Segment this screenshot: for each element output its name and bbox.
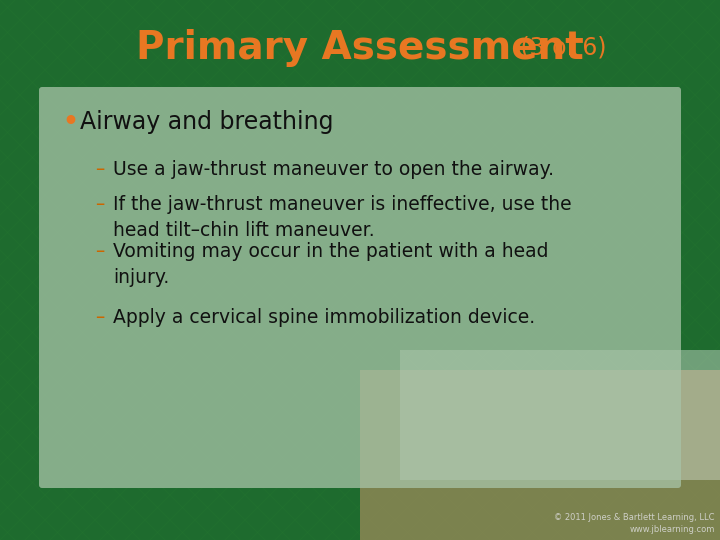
Text: Use a jaw-thrust maneuver to open the airway.: Use a jaw-thrust maneuver to open the ai… <box>113 160 554 179</box>
Text: •: • <box>62 110 78 134</box>
Text: Apply a cervical spine immobilization device.: Apply a cervical spine immobilization de… <box>113 308 535 327</box>
Text: Airway and breathing: Airway and breathing <box>80 110 333 134</box>
Text: (3 of 6): (3 of 6) <box>513 36 607 60</box>
Text: Primary Assessment: Primary Assessment <box>136 29 584 67</box>
Text: Vomiting may occur in the patient with a head
injury.: Vomiting may occur in the patient with a… <box>113 242 549 287</box>
Text: If the jaw-thrust maneuver is ineffective, use the
head tilt–chin lift maneuver.: If the jaw-thrust maneuver is ineffectiv… <box>113 195 572 240</box>
Text: –: – <box>95 308 104 327</box>
Text: –: – <box>95 242 104 261</box>
Text: –: – <box>95 160 104 179</box>
FancyBboxPatch shape <box>400 350 720 480</box>
Text: © 2011 Jones & Bartlett Learning, LLC
www.jblearning.com: © 2011 Jones & Bartlett Learning, LLC ww… <box>554 513 715 534</box>
FancyBboxPatch shape <box>360 370 720 540</box>
Text: –: – <box>95 195 104 214</box>
FancyBboxPatch shape <box>39 87 681 488</box>
